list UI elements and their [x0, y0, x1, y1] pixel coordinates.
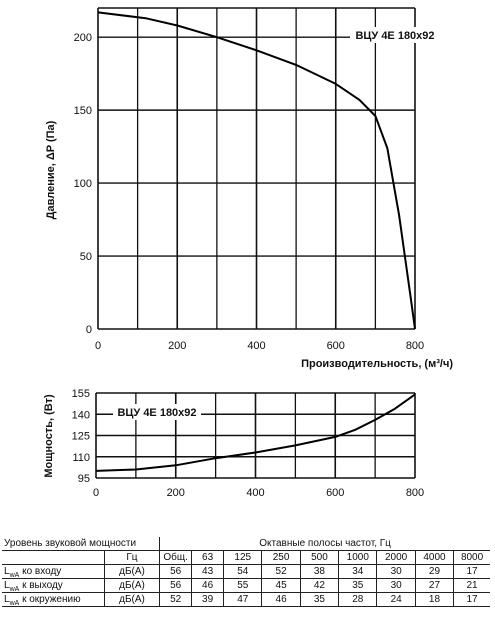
pressure-chart: 0 200 400 600 800 0 50 100 150 200 ВЦУ 4Е 180х92 Да…: [45, 7, 453, 370]
power-chart: 0 200 400 600 800 95 110 125 140 155 ВЦУ 4Е 180х92…: [43, 388, 424, 499]
table-cell: 27: [414, 578, 455, 593]
table-cell: 30: [376, 564, 416, 579]
pressure-curve: [97, 11, 416, 330]
table-cell: 46: [261, 592, 301, 607]
table-cell: 18: [414, 592, 455, 607]
table-cell: 17: [453, 564, 490, 579]
table-cell: 39: [191, 592, 225, 607]
table-cell: 52: [159, 592, 193, 607]
col-header-125: 125: [223, 550, 263, 565]
col-header-1000: 1000: [338, 550, 378, 565]
row-label-rest: ко входу: [19, 566, 62, 577]
row-label: LwA ко входу: [2, 564, 105, 579]
empty-cell: [2, 550, 105, 565]
row-label-sub: wA: [9, 572, 20, 579]
sound-power-table: Уровень звуковой мощности Октавные полос…: [2, 537, 490, 607]
table-cell: 34: [338, 564, 378, 579]
table-cell: 56: [159, 578, 193, 593]
row-label-rest: к окружению: [19, 594, 81, 605]
model-label: ВЦУ 4Е 180х92: [355, 30, 434, 42]
col-header-2000: 2000: [376, 550, 416, 565]
y-tick-label: 150: [74, 105, 92, 117]
table-cell: 24: [376, 592, 416, 607]
table-cell: 35: [338, 578, 378, 593]
model-label-bg: [350, 27, 440, 43]
table-row: LwA к окружению дБ(А) 52 39 47 46 35 28 …: [2, 592, 490, 607]
row-unit: дБ(А): [103, 564, 161, 579]
y-tick-label: 0: [86, 324, 92, 336]
table-row: LwA ко входу дБ(А) 56 43 54 52 38 34 30 …: [2, 564, 490, 579]
table-cell: 38: [299, 564, 340, 579]
table-cell: 42: [299, 578, 340, 593]
col-header-8000: 8000: [453, 550, 490, 565]
table-cell: 35: [299, 592, 340, 607]
table-cell: 29: [414, 564, 455, 579]
row-label-main: L: [4, 580, 10, 591]
row-unit: дБ(А): [103, 578, 161, 593]
table-cell: 56: [159, 564, 193, 579]
x-tick-label: 800: [406, 487, 424, 499]
table-cell: 21: [453, 578, 490, 593]
hz-unit-label: Гц: [103, 550, 161, 565]
table-cell: 47: [223, 592, 263, 607]
y-tick-label: 95: [78, 473, 90, 485]
table-columns-row: Гц Общ. 63 125 250 500 1000 2000 4000 80…: [2, 550, 490, 565]
y-axis-label: Мощность, (Вт): [43, 394, 55, 478]
octave-bands-header: Октавные полосы частот, Гц: [159, 537, 490, 551]
table-cell: 55: [223, 578, 263, 593]
x-tick-label: 200: [167, 487, 185, 499]
row-label: LwA к выходу: [2, 578, 105, 593]
table-cell: 54: [223, 564, 263, 579]
row-label-rest: к выходу: [19, 580, 63, 591]
row-label-sub: wA: [9, 600, 20, 607]
y-tick-label: 125: [72, 431, 90, 443]
x-tick-label: 600: [327, 340, 345, 352]
table-cell: 28: [338, 592, 378, 607]
table-cell: 30: [376, 578, 416, 593]
y-tick-label: 140: [72, 409, 90, 421]
x-tick-label: 400: [247, 340, 265, 352]
col-header-250: 250: [261, 550, 301, 565]
col-header-4000: 4000: [414, 550, 455, 565]
row-label-main: L: [4, 566, 10, 577]
x-tick-label: 0: [93, 487, 99, 499]
sound-power-header-label: Уровень звуковой мощности: [2, 537, 161, 551]
y-tick-label: 50: [80, 251, 92, 263]
x-tick-label: 600: [326, 487, 344, 499]
model-label-bg: [113, 404, 201, 420]
table-cell: 17: [453, 592, 490, 607]
x-tick-label: 0: [95, 340, 101, 352]
x-tick-label: 800: [406, 340, 424, 352]
col-header-total: Общ.: [159, 550, 193, 565]
table-cell: 43: [191, 564, 225, 579]
table-header-row: Уровень звуковой мощности Октавные полос…: [2, 537, 490, 551]
row-unit: дБ(А): [103, 592, 161, 607]
charts-area: 0 200 400 600 800 0 50 100 150 200 ВЦУ 4Е 180х92 Да…: [43, 7, 453, 499]
row-label-main: L: [4, 594, 10, 605]
x-tick-label: 200: [168, 340, 186, 352]
table-cell: 45: [261, 578, 301, 593]
model-label: ВЦУ 4Е 180х92: [117, 407, 196, 419]
power-curve: [95, 393, 416, 472]
row-label: LwA к окружению: [2, 592, 105, 607]
y-tick-label: 100: [74, 178, 92, 190]
table-cell: 52: [261, 564, 301, 579]
table-row: LwA к выходу дБ(А) 56 46 55 45 42 35 30 …: [2, 578, 490, 593]
x-axis-label: Производительность, (м³/ч): [301, 358, 453, 370]
y-tick-label: 110: [72, 452, 90, 464]
col-header-500: 500: [299, 550, 340, 565]
y-axis-label: Давление, ΔP (Па): [45, 120, 57, 219]
table-cell: 46: [191, 578, 225, 593]
y-tick-label: 200: [74, 32, 92, 44]
row-label-sub: wA: [9, 586, 20, 593]
col-header-63: 63: [191, 550, 225, 565]
x-tick-label: 400: [246, 487, 264, 499]
y-tick-label: 155: [72, 388, 90, 400]
